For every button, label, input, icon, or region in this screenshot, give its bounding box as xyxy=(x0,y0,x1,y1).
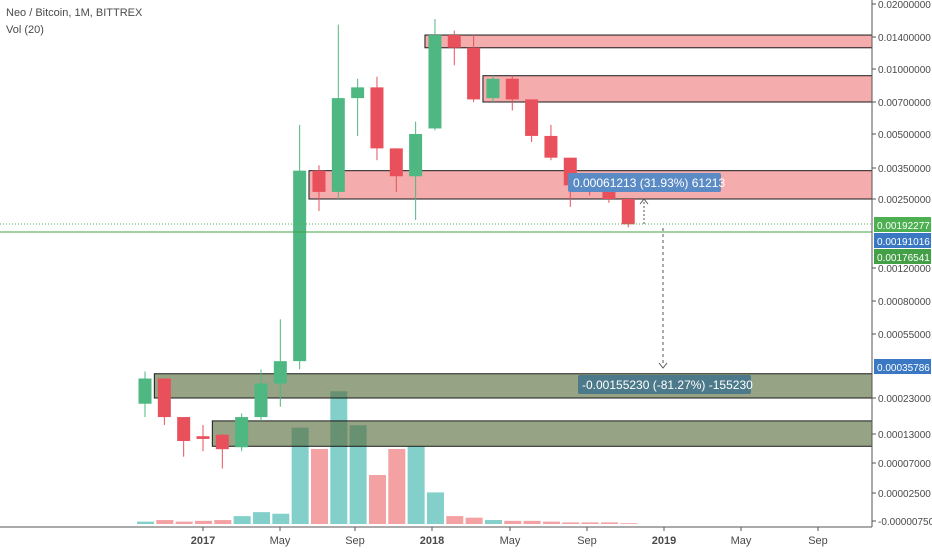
x-tick-label: May xyxy=(270,535,291,547)
candle-body xyxy=(351,87,365,99)
x-tick-label: 2017 xyxy=(191,535,215,547)
candle-body xyxy=(157,378,171,418)
volume-bar xyxy=(446,516,464,524)
volume-bar xyxy=(330,391,348,524)
zone xyxy=(424,34,873,49)
measure-label: -0.00155230 (-81.27%) -155230 xyxy=(582,378,753,392)
volume-bar xyxy=(465,517,483,524)
volume-bar xyxy=(137,521,155,524)
volume-bar xyxy=(504,520,522,524)
candle-body xyxy=(544,135,558,158)
measure-label: 0.00061213 (31.93%) 61213 xyxy=(573,176,725,190)
price-label-bg xyxy=(874,359,931,374)
candle-body xyxy=(389,148,403,177)
volume-bar xyxy=(195,520,212,524)
x-tick-label: Sep xyxy=(345,535,365,547)
measure-arrowhead xyxy=(658,362,668,369)
volume-bar xyxy=(581,522,599,524)
chart-title: Neo / Bitcoin, 1M, BITTREX xyxy=(6,7,143,19)
y-tick-label: 0.00350000 xyxy=(878,164,931,175)
measure-label-bg xyxy=(568,173,721,192)
volume-bar xyxy=(175,521,193,524)
price-label: 0.00035786 xyxy=(877,363,930,374)
price-lines xyxy=(0,223,872,233)
measure-tool: 0.00061213 (31.93%) 61213 -0.00155230 (-8… xyxy=(568,173,753,394)
y-tick-label: 0.00500000 xyxy=(878,130,931,141)
volume-bar xyxy=(407,446,425,524)
candle-body xyxy=(138,378,152,404)
candle-body xyxy=(621,199,635,225)
volume-bar xyxy=(542,521,560,524)
volume-bar xyxy=(426,492,444,524)
candle-body xyxy=(525,99,539,136)
x-tick-label: May xyxy=(500,535,521,547)
y-tick-label: 0.01000000 xyxy=(878,65,931,76)
x-tick-label: Sep xyxy=(577,535,597,547)
price-label: 0.00191016 xyxy=(877,237,930,248)
x-tick-label: May xyxy=(731,535,752,547)
zone xyxy=(482,75,873,103)
volume-bar xyxy=(233,516,251,524)
y-tick-label: 0.00007000 xyxy=(878,459,931,470)
candle-body xyxy=(273,361,287,384)
candle-body xyxy=(235,417,249,448)
candle-body xyxy=(467,47,481,100)
y-tick-label: -0.00000750 xyxy=(878,517,932,528)
volume-bar xyxy=(368,475,386,524)
volume-bar xyxy=(310,448,328,524)
y-tick-label: 0.00055000 xyxy=(878,330,931,341)
y-tick-label: 0.00080000 xyxy=(878,297,931,308)
zone xyxy=(211,420,873,447)
candle-body xyxy=(428,35,442,129)
price-label-bg xyxy=(874,249,931,264)
measure-label-bg xyxy=(578,375,751,394)
y-tick-label: 0.02000000 xyxy=(878,0,931,11)
y-tick-label: 0.00002500 xyxy=(878,489,931,500)
candle-body xyxy=(254,383,268,418)
price-label: 0.00176541 xyxy=(877,253,930,264)
candle-body xyxy=(196,436,210,439)
volume-indicator-label: Vol (20) xyxy=(6,24,44,36)
candle-body xyxy=(215,434,229,450)
candle-body xyxy=(331,98,345,192)
candle-body xyxy=(293,170,307,362)
x-tick-label: 2018 xyxy=(420,535,444,547)
y-tick-label: 0.00700000 xyxy=(878,98,931,109)
price-label: 0.00192277 xyxy=(877,221,930,232)
candle-body xyxy=(409,134,423,177)
volume-bar xyxy=(156,520,174,524)
y-tick-label: 0.00120000 xyxy=(878,264,931,275)
volume-bar xyxy=(562,522,580,524)
volume-bar xyxy=(291,427,309,524)
price-label-bg xyxy=(874,217,931,232)
candle-body xyxy=(370,87,384,149)
volume-bars xyxy=(137,391,638,524)
volume-bar xyxy=(349,425,367,524)
x-tick-label: Sep xyxy=(808,535,828,547)
y-tick-label: 0.00013000 xyxy=(878,430,931,441)
candle-body xyxy=(177,417,191,441)
price-label-bg xyxy=(874,233,931,248)
candle-body xyxy=(447,35,461,48)
candle-body xyxy=(505,78,519,100)
x-tick-label: 2019 xyxy=(652,535,676,547)
volume-bar xyxy=(484,520,502,524)
volume-bar xyxy=(523,520,541,524)
volume-bar xyxy=(272,513,290,524)
candle-body xyxy=(486,78,500,99)
candle-body xyxy=(312,170,326,192)
y-tick-label: 0.00023000 xyxy=(878,394,931,405)
y-tick-label: 0.00250000 xyxy=(878,195,931,206)
y-tick-label: 0.01400000 xyxy=(878,33,931,44)
candle-body xyxy=(602,188,616,199)
volume-bar xyxy=(388,448,406,524)
volume-bar xyxy=(620,523,638,524)
measure-arrowhead xyxy=(639,198,649,205)
volume-bar xyxy=(600,522,618,524)
volume-bar xyxy=(252,512,270,524)
volume-bar xyxy=(214,520,232,524)
